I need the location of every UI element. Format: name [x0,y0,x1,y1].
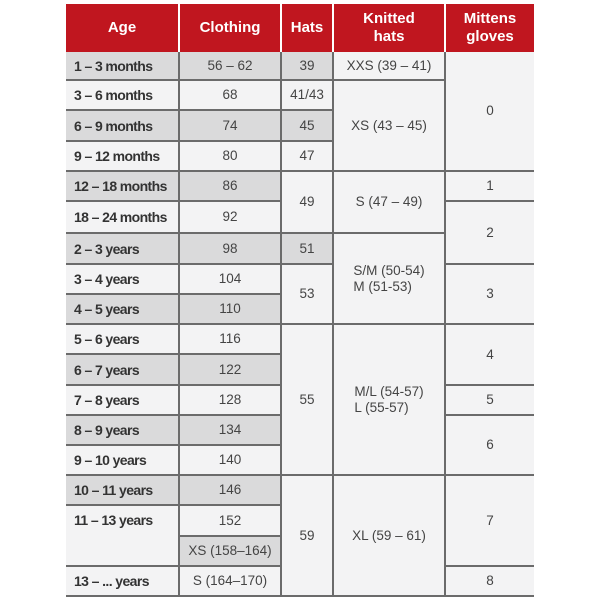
clothing-cell: 110 [180,295,282,325]
age-cell: 13 – ... years [66,567,180,597]
clothing-cell: 140 [180,446,282,476]
age-cell: 6 – 7 years [66,355,180,386]
mittens-gloves-cell: 4 [446,325,534,386]
hats-cell: 39 [282,52,334,81]
clothing-cell: 116 [180,325,282,355]
header-hats: Hats [282,4,334,52]
clothing-cell: 152 [180,506,282,537]
knitted-hats-cell: S (47 – 49) [334,172,446,234]
clothing-cell: 98 [180,234,282,265]
mittens-gloves-cell: 8 [446,567,534,597]
hats-cell: 53 [282,265,334,325]
clothing-cell: 128 [180,386,282,416]
age-cell: 9 – 10 years [66,446,180,476]
clothing-cell: 68 [180,81,282,111]
knitted-hats-cell: XXS (39 – 41) [334,52,446,81]
knitted-hats-cell: XS (43 – 45) [334,81,446,172]
age-cell: 6 – 9 months [66,111,180,142]
age-cell: 9 – 12 months [66,142,180,172]
header-clothing: Clothing [180,4,282,52]
mittens-gloves-cell: 6 [446,416,534,476]
knitted-hats-cell: S/M (50-54) M (51-53) [334,234,446,325]
header-knitted-hats: Knitted hats [334,4,446,52]
hats-cell: 51 [282,234,334,265]
age-cell: 10 – 11 years [66,476,180,506]
clothing-cell: 122 [180,355,282,386]
mittens-gloves-cell: 2 [446,202,534,265]
hats-cell: 47 [282,142,334,172]
hats-cell: 55 [282,325,334,476]
clothing-cell: 146 [180,476,282,506]
mittens-gloves-cell: 1 [446,172,534,202]
hats-cell: 45 [282,111,334,142]
hats-cell: 41/43 [282,81,334,111]
clothing-cell: 56 – 62 [180,52,282,81]
age-cell: 18 – 24 months [66,202,180,234]
age-cell: 8 – 9 years [66,416,180,446]
header-age: Age [66,4,180,52]
age-cell: 2 – 3 years [66,234,180,265]
clothing-cell: 80 [180,142,282,172]
age-cell: 3 – 4 years [66,265,180,295]
age-cell: 11 – 13 years [66,506,180,567]
knitted-hats-cell: XL (59 – 61) [334,476,446,597]
clothing-cell: S (164–170) [180,567,282,597]
clothing-cell: XS (158–164) [180,537,282,567]
header-mittens-gloves: Mittens gloves [446,4,534,52]
mittens-gloves-cell: 7 [446,476,534,567]
hats-cell: 59 [282,476,334,597]
age-cell: 7 – 8 years [66,386,180,416]
knitted-hats-cell: M/L (54-57) L (55-57) [334,325,446,476]
age-cell: 4 – 5 years [66,295,180,325]
hats-cell: 49 [282,172,334,234]
age-cell: 12 – 18 months [66,172,180,202]
clothing-cell: 134 [180,416,282,446]
clothing-cell: 86 [180,172,282,202]
clothing-cell: 92 [180,202,282,234]
age-cell: 5 – 6 years [66,325,180,355]
mittens-gloves-cell: 3 [446,265,534,325]
clothing-cell: 104 [180,265,282,295]
age-cell: 1 – 3 months [66,52,180,81]
mittens-gloves-cell: 5 [446,386,534,416]
age-cell: 3 – 6 months [66,81,180,111]
clothing-cell: 74 [180,111,282,142]
mittens-gloves-cell: 0 [446,52,534,172]
